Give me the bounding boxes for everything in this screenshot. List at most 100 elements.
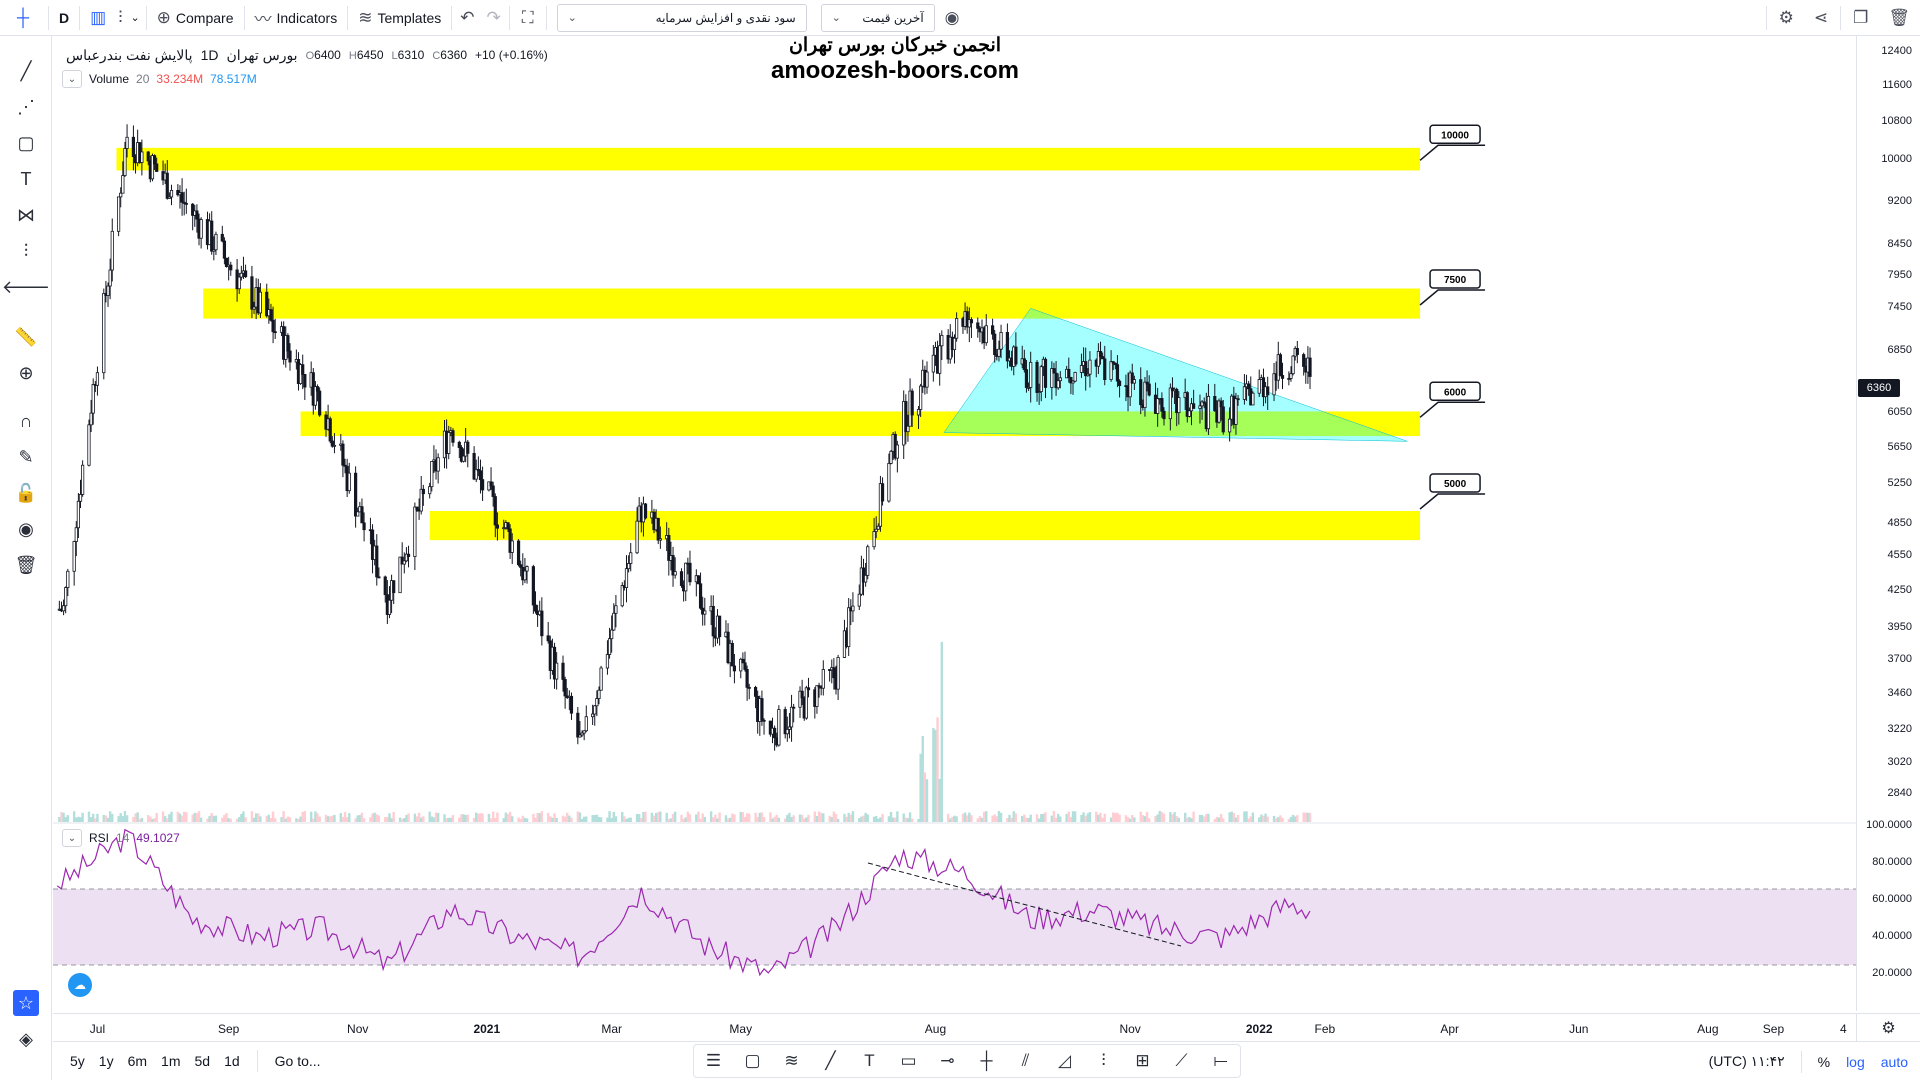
candles-chart-type-icon[interactable]: ▥	[90, 7, 107, 27]
callout-box[interactable]	[1429, 124, 1481, 145]
time-axis-label: Mar	[601, 1022, 623, 1036]
parallel-channel-icon[interactable]: ⫽	[1021, 1051, 1030, 1070]
fullscreen-icon[interactable]: ⛶	[521, 7, 534, 27]
range-5d[interactable]: 5d	[194, 1053, 211, 1069]
range-1d[interactable]: 1d	[224, 1053, 240, 1069]
range-5y[interactable]: 5y	[70, 1053, 85, 1069]
fib-tool-icon[interactable]: ⋰	[17, 96, 35, 117]
volume-bar	[358, 815, 362, 822]
compare-button[interactable]: ⊕ Compare	[149, 0, 242, 36]
candle-body	[1295, 348, 1299, 355]
volume-bar	[508, 811, 512, 822]
measure-icon[interactable]: ⊞	[1135, 1051, 1150, 1070]
candle-body	[931, 354, 935, 373]
candle-body	[191, 203, 195, 216]
redo-icon[interactable]: ↷	[486, 7, 501, 27]
volume-bar	[89, 817, 93, 822]
volume-bar	[449, 817, 453, 822]
volume-bar	[805, 817, 808, 822]
symbol-name[interactable]: پالایش نفت بندرعباس	[66, 46, 193, 63]
share-icon[interactable]: ⋖	[1813, 7, 1829, 27]
horizontal-ray-icon[interactable]: ⊸	[940, 1051, 955, 1070]
candle-body	[773, 727, 777, 739]
fib-extension-icon[interactable]: ⫶	[1101, 1051, 1106, 1070]
time-axis-label: Jul	[89, 1022, 106, 1036]
time-axis[interactable]: Jul Sep Nov 2021 Mar May Aug Nov 2022 Feb Apr Jun Au…	[53, 1013, 1856, 1041]
price-zone[interactable]	[429, 511, 1421, 541]
horizontal-lines-icon[interactable]: ☰	[705, 1051, 722, 1070]
rsi-name[interactable]: RSI	[89, 831, 110, 845]
ruler-icon[interactable]: 📏	[14, 326, 38, 347]
bar-chart-type-icon[interactable]: ⫶	[118, 7, 123, 27]
trash-icon[interactable]: 🗑	[14, 554, 38, 575]
range-1y[interactable]: 1y	[98, 1053, 114, 1069]
layers-icon[interactable]: ◈	[19, 1028, 33, 1049]
stay-drawing-icon[interactable]: ✎	[18, 446, 34, 467]
snapshot-icon[interactable]: ❐	[1853, 7, 1869, 27]
indicator-dropdown[interactable]: سود نقدی و افزایش سرمایه ⌄	[556, 3, 807, 32]
crosshair-icon[interactable]: ┼	[16, 7, 30, 27]
price-zone[interactable]	[116, 147, 1421, 171]
volume-name[interactable]: Volume	[89, 72, 130, 86]
candle-body	[612, 612, 616, 631]
lock-icon[interactable]: 🔓	[14, 482, 38, 503]
cross-line-icon[interactable]: ┼	[980, 1051, 993, 1070]
support-resistance-zones[interactable]	[116, 147, 1421, 541]
forecast-tool-icon[interactable]: ⫶	[23, 240, 29, 261]
interval-button[interactable]: D	[59, 9, 70, 26]
price-type-dropdown[interactable]: آخرین قیمت ⌄	[820, 3, 935, 32]
magnet-icon[interactable]: ∩	[19, 410, 33, 431]
text-tool-icon[interactable]: T	[20, 168, 32, 189]
rsi-trendline[interactable]	[867, 862, 1182, 947]
undo-icon[interactable]: ↶	[460, 7, 475, 27]
chevron-down-icon[interactable]: ⌄	[130, 12, 140, 24]
candle-body	[222, 240, 227, 259]
auto-toggle[interactable]: auto	[1880, 1053, 1908, 1070]
volume-bar	[847, 813, 850, 822]
price-scale[interactable]: 12400 11600 10800 10000 9200 8450 7950 7450 6850…	[1856, 36, 1920, 1011]
volume-bar	[1029, 814, 1032, 822]
callout-box[interactable]	[1429, 381, 1481, 402]
tradingview-logo-icon[interactable]: ☁	[68, 973, 92, 997]
trendline-icon[interactable]: ╱	[825, 1051, 836, 1070]
clock-label[interactable]: ۱۱:۴۲ (UTC)	[1708, 1053, 1785, 1069]
rectangle-icon[interactable]: ▢	[744, 1051, 761, 1070]
rectangle-icon[interactable]: ▢	[17, 132, 35, 153]
log-toggle[interactable]: log	[1846, 1053, 1865, 1070]
callout-box[interactable]	[1429, 269, 1481, 289]
settings-icon[interactable]: ⚙	[1778, 7, 1794, 27]
collapse-legend-icon[interactable]: ⌄	[62, 70, 82, 88]
templates-button[interactable]: ≋ Templates	[350, 0, 449, 36]
star-icon[interactable]: ☆	[13, 990, 39, 1016]
price-zone[interactable]	[203, 288, 1421, 319]
triangle-pattern[interactable]	[943, 308, 1408, 442]
back-arrow-icon[interactable]: 🡐	[1, 276, 51, 297]
indicators-button[interactable]: 〰 Indicators	[247, 0, 346, 36]
volume-bar	[428, 811, 431, 822]
eye-icon[interactable]: ◉	[18, 518, 34, 539]
range-1m[interactable]: 1m	[161, 1053, 181, 1069]
volume-bar	[286, 816, 290, 822]
horizontal-line-icon[interactable]: ⟝	[1213, 1051, 1228, 1070]
triangle-tool-icon[interactable]: ◿	[1057, 1051, 1072, 1070]
trendline-icon[interactable]: ╱	[20, 60, 32, 81]
pattern-tool-icon[interactable]: ⋈	[17, 204, 35, 225]
percent-toggle[interactable]: %	[1817, 1053, 1831, 1070]
volume-bar	[81, 812, 84, 822]
gear-icon[interactable]: ⚙	[1856, 1013, 1920, 1041]
text-tool-icon[interactable]: T	[864, 1051, 875, 1070]
collapse-legend-icon[interactable]: ⌄	[62, 829, 82, 847]
zoom-in-icon[interactable]: ⊕	[18, 362, 34, 383]
trash-icon[interactable]: 🗑	[1888, 7, 1910, 27]
level-callouts[interactable]: 10000 7500 6000 5000	[1419, 124, 1486, 510]
path-icon[interactable]: ≋	[784, 1051, 799, 1070]
volume-bar	[872, 816, 876, 822]
eye-icon[interactable]: ◉	[944, 7, 960, 27]
ray-icon[interactable]: ⟋	[1175, 1051, 1188, 1070]
callout-icon[interactable]: ▭	[900, 1051, 917, 1070]
goto-button[interactable]: Go to...	[274, 1053, 321, 1069]
callout-box[interactable]	[1429, 473, 1481, 493]
volume-bar	[1175, 816, 1178, 822]
range-6m[interactable]: 6m	[127, 1053, 148, 1069]
chart-canvas[interactable]: 10000 7500 6000 5000	[53, 36, 1856, 1013]
